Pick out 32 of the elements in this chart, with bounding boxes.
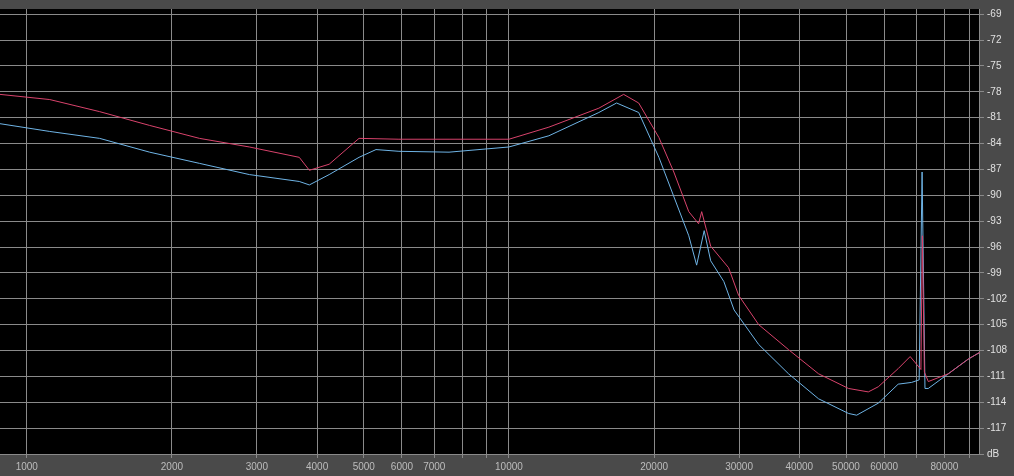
x-tick-label: 3000 [245,460,269,472]
x-tick-label: 4000 [305,460,329,472]
x-tick-label: 2000 [160,460,184,472]
y-tick-label: -111 [986,370,1006,382]
y-tick-label: -75 [986,59,1002,71]
y-tick-label: -81 [986,111,1002,123]
x-tick-label: 6000 [390,460,414,472]
x-tick-label: 1000 [15,460,39,472]
y-tick-label: -102 [986,292,1008,304]
y-tick-label: -87 [986,163,1002,175]
x-tick-label: 80000 [930,460,959,472]
y-tick-label: -84 [986,137,1002,149]
x-tick-label: 5000 [352,460,376,472]
x-tick-label: 20000 [640,460,669,472]
y-tick-label: -69 [986,7,1002,19]
y-tick-label: -117 [986,421,1007,433]
y-tick-label: dB [986,447,1000,459]
y-tick-label: -96 [986,240,1002,252]
x-tick-label: 30000 [725,460,754,472]
y-tick-label: -93 [986,214,1002,226]
y-tick-label: -90 [986,189,1002,201]
y-tick-label: -105 [986,318,1008,330]
y-tick-label: -108 [986,344,1008,356]
x-tick-label: 7000 [423,460,446,472]
x-tick-label: 10000 [495,460,524,472]
x-tick-label: 50000 [832,460,861,472]
x-tick-label: 60000 [870,460,899,472]
y-tick-label: -99 [986,266,1002,278]
x-tick-label: 40000 [785,460,814,472]
y-tick-label: -72 [986,33,1002,45]
y-tick-label: -114 [986,396,1007,408]
y-tick-label: -78 [986,85,1002,97]
